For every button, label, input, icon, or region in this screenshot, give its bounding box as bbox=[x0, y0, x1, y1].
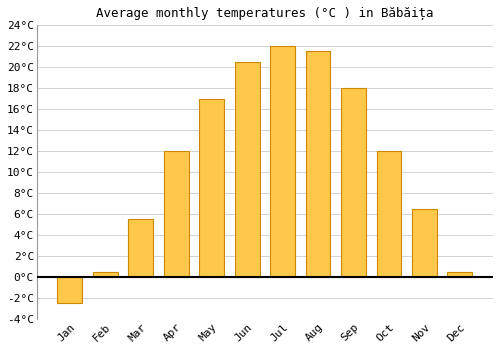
Bar bbox=[200, 99, 224, 277]
Bar bbox=[93, 272, 118, 277]
Bar bbox=[270, 46, 295, 277]
Bar bbox=[412, 209, 437, 277]
Bar bbox=[128, 219, 153, 277]
Bar bbox=[58, 277, 82, 303]
Bar bbox=[164, 151, 188, 277]
Bar bbox=[448, 272, 472, 277]
Bar bbox=[235, 62, 260, 277]
Bar bbox=[306, 51, 330, 277]
Title: Average monthly temperatures (°C ) in Băbăița: Average monthly temperatures (°C ) in Bă… bbox=[96, 7, 434, 20]
Bar bbox=[376, 151, 402, 277]
Bar bbox=[341, 88, 366, 277]
